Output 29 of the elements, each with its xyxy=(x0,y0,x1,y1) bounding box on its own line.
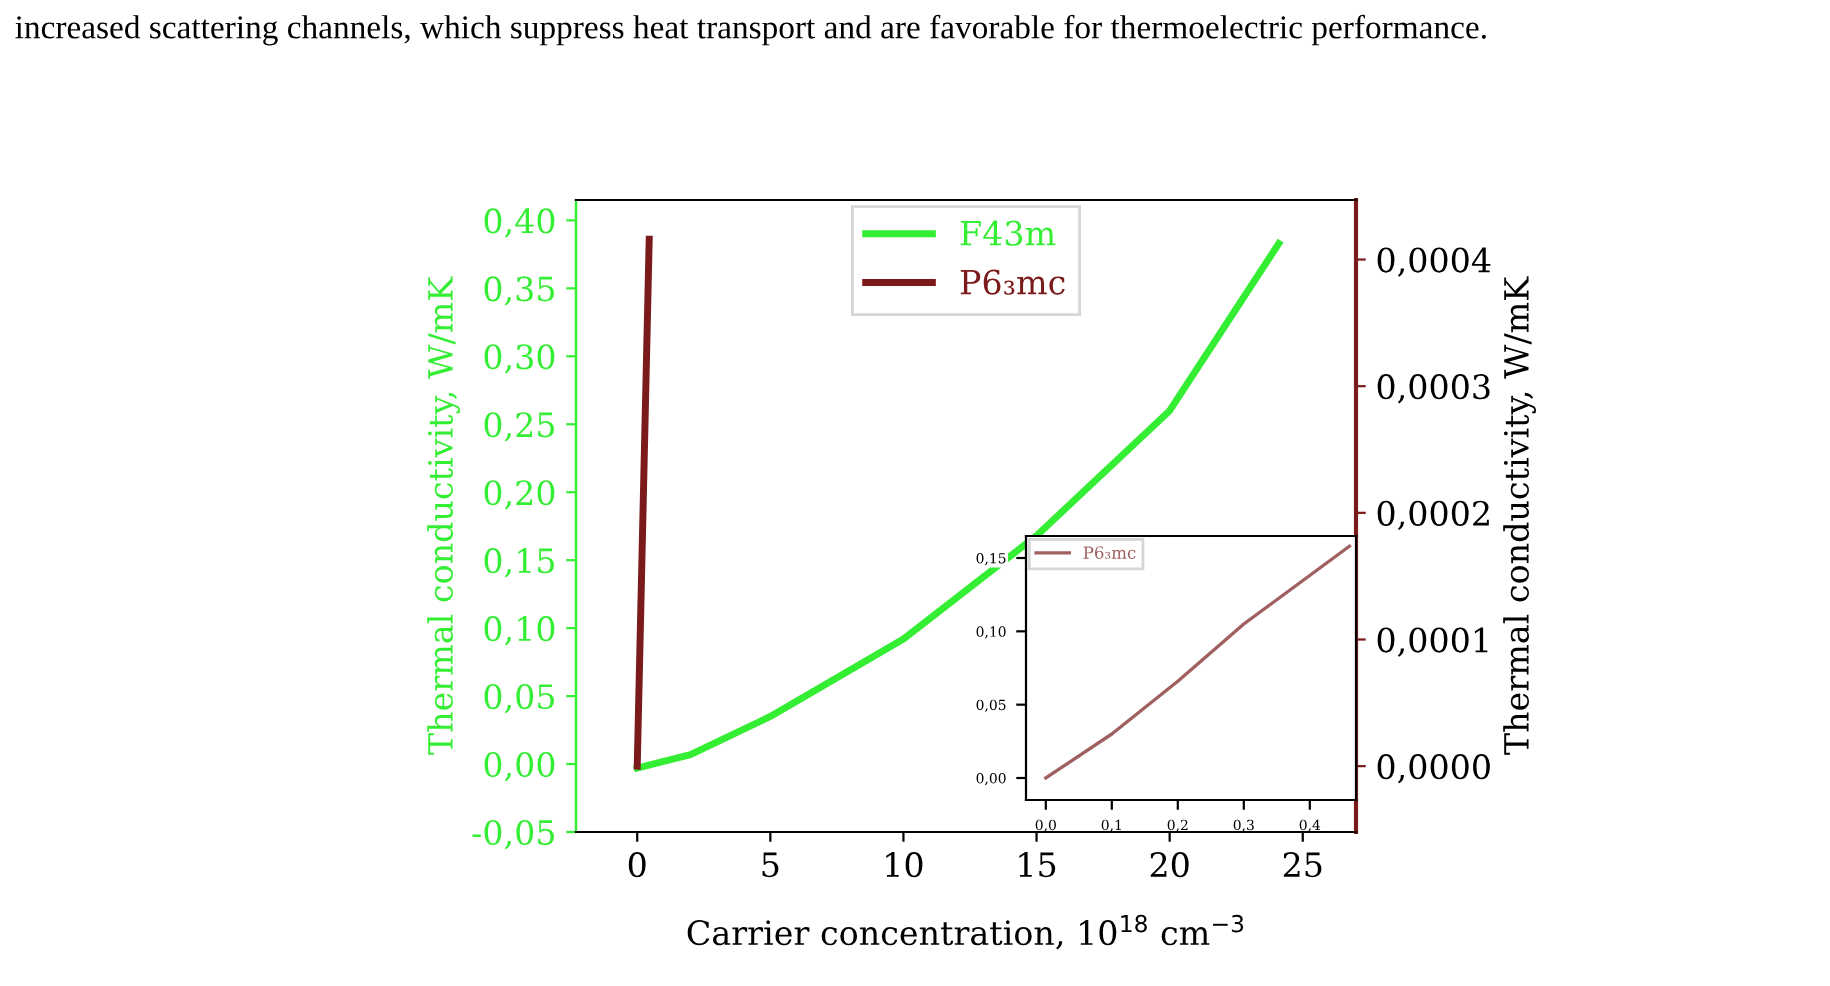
y2-tick-label: 0,0001 xyxy=(1377,627,1488,657)
y-tick-label: 0,35 xyxy=(484,276,554,306)
x-tick-label: 15 xyxy=(1019,852,1056,878)
x-axis-title: Carrier concentration, 10$^{18}$ cm$^{−3}$ xyxy=(687,914,1244,950)
x-tick-label: 20 xyxy=(1150,852,1189,878)
y2-tick-label: 0,0004 xyxy=(1377,247,1491,277)
x-tick-label: 0 xyxy=(628,852,646,878)
y2-tick-label: 0,0003 xyxy=(1377,374,1490,404)
y-tick-label: 0,40 xyxy=(484,208,555,238)
legend-label: F43m xyxy=(960,220,1056,246)
y-tick-label: 0,25 xyxy=(484,412,554,442)
legend-label: P6₃mc xyxy=(1083,546,1136,559)
text: increased scattering channels, which suppress heat transport and are favorable for thermoelectric performance. xyxy=(15,14,1486,46)
y-tick-label: 0,05 xyxy=(484,684,554,714)
y2-tick-label: 0,0000 xyxy=(1377,754,1490,784)
y-tick-label: 0,20 xyxy=(484,480,555,510)
y-tick-label: 0,15 xyxy=(484,548,554,578)
x-tick-label: 10 xyxy=(886,852,923,878)
line-series xyxy=(1044,544,1352,780)
y-tick-label: 0,10 xyxy=(484,616,555,646)
x-tick-label: 25 xyxy=(1283,852,1322,878)
y-axis-title: Thermal conductivity, W/mK xyxy=(427,276,460,755)
legend-label: P6₃mc xyxy=(960,269,1065,295)
x-tick-label: 5 xyxy=(762,852,779,878)
y2-axis-title: Thermal conductivity, W/mK xyxy=(1503,276,1536,755)
y2-tick-label: 0,0002 xyxy=(1377,500,1489,531)
y-tick-label: -0,05 xyxy=(472,819,554,850)
y-tick-label: 0,00 xyxy=(484,751,555,782)
y-tick-label: 0,30 xyxy=(484,344,555,374)
